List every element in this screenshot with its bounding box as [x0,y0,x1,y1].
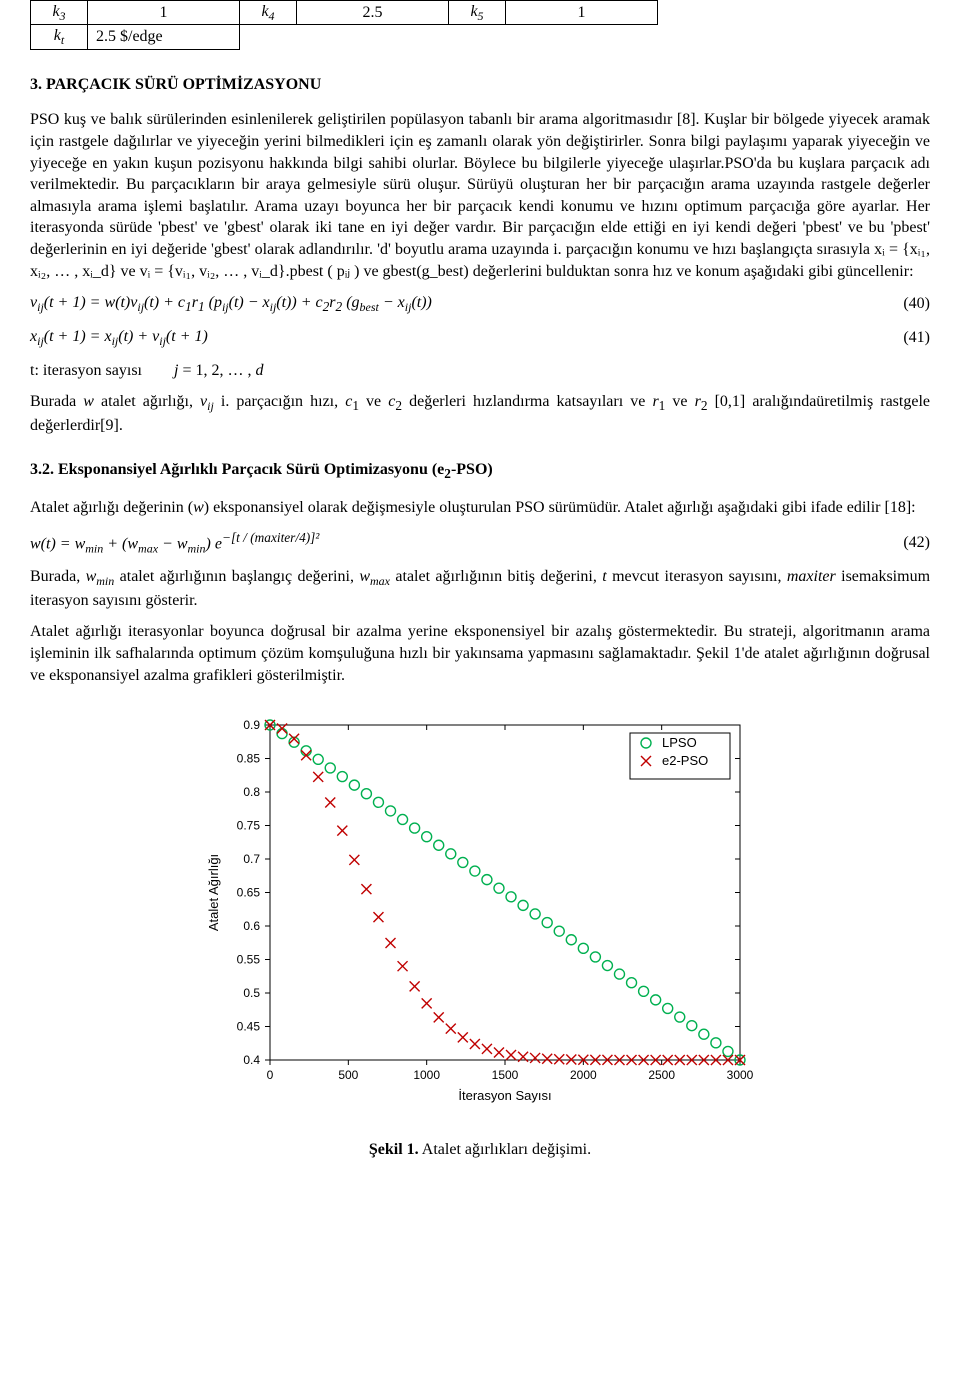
section-3-para-1: PSO kuş ve balık sürülerinden esinlenile… [30,109,930,282]
svg-text:Atalet Ağırlığı: Atalet Ağırlığı [206,854,221,931]
svg-text:500: 500 [338,1068,358,1082]
cell-kt-label: kt [31,25,88,49]
svg-text:1000: 1000 [413,1068,440,1082]
svg-text:İterasyon Sayısı: İterasyon Sayısı [458,1088,551,1103]
figure-1: 0 500 1000 1500 2000 2500 3000 0.4 0.45 0.5 0.55 0.… [30,710,930,1117]
svg-text:0.65: 0.65 [237,886,261,900]
cell-k5-label: k5 [449,1,506,25]
svg-text:0.8: 0.8 [243,785,260,799]
section-3-para-2: Burada w atalet ağırlığı, vij i. parçacı… [30,391,930,437]
svg-text:0.5: 0.5 [243,986,260,1000]
cell-kt-value: 2.5 $/edge [88,25,240,49]
svg-text:0.45: 0.45 [237,1020,261,1034]
svg-text:LPSO: LPSO [662,735,697,750]
svg-text:0.85: 0.85 [237,752,261,766]
param-table: k3 1 k4 2.5 k5 1 kt 2.5 $/edge [30,0,658,50]
cell-k3-label: k3 [31,1,88,25]
svg-text:0.9: 0.9 [243,718,260,732]
svg-text:1500: 1500 [492,1068,519,1082]
svg-text:3000: 3000 [727,1068,754,1082]
equation-42: w(t) = wmin + (wmax − wmin) e−[t / (maxi… [30,529,930,557]
svg-text:2500: 2500 [648,1068,675,1082]
cell-k4-value: 2.5 [297,1,449,25]
equation-40-body: vij(t + 1) = w(t)vij(t) + c1r1 (pij(t) −… [30,292,432,316]
equation-40-number: (40) [883,293,930,315]
svg-text:2000: 2000 [570,1068,597,1082]
equation-41-number: (41) [883,327,930,349]
section-3-2-heading: 3.2. Eksponansiyel Ağırlıklı Parçacık Sü… [30,459,930,483]
cell-k5-value: 1 [506,1,658,25]
figure-1-caption: Şekil 1. Atalet ağırlıkları değişimi. [30,1139,930,1161]
equation-41-body: xij(t + 1) = xij(t) + vij(t + 1) [30,326,208,349]
iteration-line: t: iterasyon sayısı j = 1, 2, … , d [30,360,930,382]
svg-text:0.75: 0.75 [237,819,261,833]
svg-text:0.7: 0.7 [243,852,260,866]
cell-k3-value: 1 [88,1,240,25]
svg-text:0.55: 0.55 [237,953,261,967]
section-3-2-para-2: Burada, wmin atalet ağırlığının başlangı… [30,566,930,611]
equation-42-number: (42) [883,532,930,554]
figure-1-chart: 0 500 1000 1500 2000 2500 3000 0.4 0.45 0.5 0.55 0.… [200,710,760,1110]
section-3-2-para-1: Atalet ağırlığı değerinin (w) eksponansi… [30,497,930,519]
section-3-2-para-3: Atalet ağırlığı iterasyonlar boyunca doğ… [30,621,930,686]
cell-k4-label: k4 [240,1,297,25]
svg-text:0: 0 [267,1068,274,1082]
svg-text:0.4: 0.4 [243,1053,260,1067]
equation-42-body: w(t) = wmin + (wmax − wmin) e−[t / (maxi… [30,529,319,557]
equation-40: vij(t + 1) = w(t)vij(t) + c1r1 (pij(t) −… [30,292,930,316]
svg-text:0.6: 0.6 [243,919,260,933]
section-3-heading: 3. PARÇACIK SÜRÜ OPTİMİZASYONU [30,74,930,96]
svg-text:e2-PSO: e2-PSO [662,753,708,768]
equation-41: xij(t + 1) = xij(t) + vij(t + 1) (41) [30,326,930,349]
